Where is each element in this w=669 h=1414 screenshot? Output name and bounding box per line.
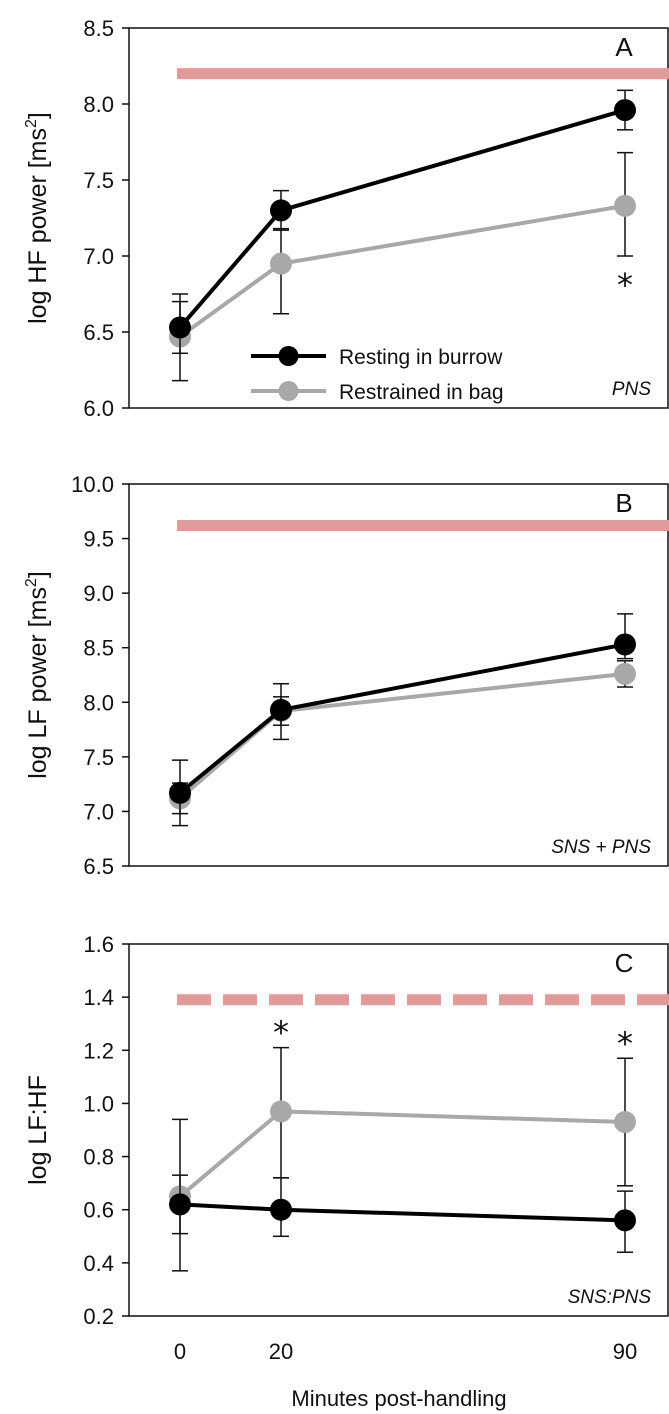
panel-letter: B (615, 488, 632, 518)
y-tick-label: 6.5 (83, 854, 114, 879)
series-resting-in-burrow (169, 613, 636, 827)
legend-label: Restrained in bag (339, 381, 504, 404)
x-tick-label: 20 (269, 1339, 293, 1364)
series-restrained-in-bag (169, 1046, 636, 1272)
panel-a: 6.0 6.5 7.0 7.5 8.0 8.5 log HF power [ms2] A PNS… (23, 16, 669, 421)
legend-marker (278, 346, 299, 366)
data-point (169, 1193, 191, 1216)
data-point (614, 633, 636, 656)
data-point (270, 698, 292, 721)
panel-c: 0.2 0.4 0.6 0.8 1.0 1.2 1.4 1.6 log LF:HF C SNS:PN… (24, 932, 669, 1411)
y-tick-label: 8.0 (83, 690, 114, 715)
y-tick-label: 9.0 (83, 581, 114, 606)
y-axis-title: log LF:HF (24, 1075, 52, 1185)
y-tick-label: 0.8 (83, 1145, 114, 1170)
y-axis-title: log LF power [ms2] (23, 571, 52, 779)
y-tick-label: 8.0 (83, 92, 114, 117)
series-restrained-in-bag (169, 660, 636, 815)
panel-b: 6.5 7.0 7.5 8.0 8.5 9.0 9.5 10.0 log LF power [m… (23, 472, 669, 879)
data-point (614, 194, 636, 217)
data-point (614, 99, 636, 122)
y-tick-label: 7.0 (83, 244, 114, 269)
x-axis-title: Minutes post-handling (291, 1386, 506, 1411)
data-point (270, 1100, 292, 1123)
y-tick-label: 7.5 (83, 745, 114, 770)
y-tick-label: 10.0 (71, 472, 114, 497)
y-tick-label: 7.0 (83, 799, 114, 824)
y-tick-label: 6.5 (83, 320, 114, 345)
data-point (614, 1111, 636, 1134)
y-tick-label: 8.5 (83, 636, 114, 661)
data-point (169, 316, 191, 339)
plot-frame (128, 27, 669, 409)
data-point (614, 1209, 636, 1232)
y-tick-label: 1.4 (83, 985, 114, 1010)
panel-corner-label: PNS (612, 379, 651, 400)
x-tick-label: 0 (174, 1339, 186, 1364)
legend-label: Resting in burrow (339, 346, 503, 369)
significance-star: * (617, 266, 633, 304)
series-restrained-in-bag (169, 151, 636, 382)
series-resting-in-burrow (169, 1174, 636, 1253)
panel-letter: C (615, 948, 634, 978)
panel-letter: A (615, 32, 633, 62)
x-tick-label: 90 (613, 1339, 637, 1364)
significance-star: * (617, 1024, 633, 1062)
data-point (270, 252, 292, 275)
y-tick-label: 7.5 (83, 168, 114, 193)
y-axis-title: log HF power [ms2] (23, 112, 52, 324)
series-resting-in-burrow (169, 89, 636, 355)
data-point (270, 199, 292, 222)
y-tick-label: 8.5 (83, 16, 114, 41)
panel-corner-label: SNS + PNS (551, 837, 651, 858)
y-tick-label: 0.2 (83, 1304, 114, 1329)
y-tick-label: 9.5 (83, 527, 114, 552)
y-tick-label: 1.6 (83, 932, 114, 957)
series-line (178, 1109, 626, 1198)
y-tick-label: 1.0 (83, 1091, 114, 1116)
legend-marker (278, 381, 299, 401)
series-line (178, 642, 626, 795)
series-line (179, 1202, 626, 1223)
plot-frame (128, 943, 669, 1317)
panel-corner-label: SNS:PNS (568, 1287, 652, 1308)
data-point (169, 781, 191, 804)
y-tick-label: 6.0 (83, 396, 114, 421)
y-tick-label: 0.6 (83, 1198, 114, 1223)
plot-frame (128, 483, 669, 867)
y-tick-label: 1.2 (83, 1038, 114, 1063)
data-point (614, 662, 636, 685)
significance-star: * (273, 1014, 289, 1052)
y-tick-label: 0.4 (83, 1251, 114, 1276)
series-line (178, 203, 626, 339)
data-point (270, 1198, 292, 1221)
